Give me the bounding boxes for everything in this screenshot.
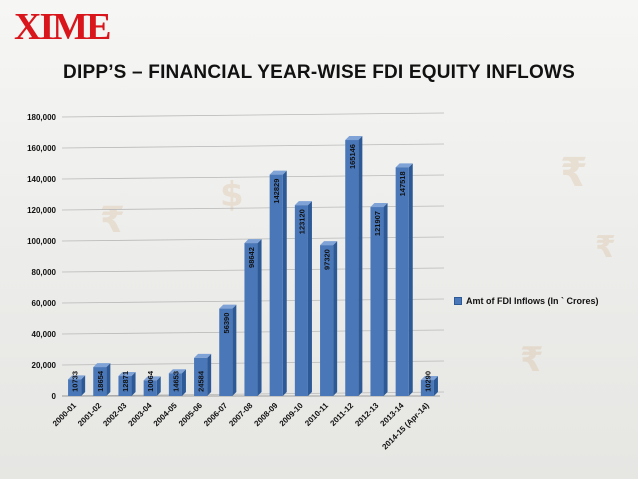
bar-top [68, 375, 86, 380]
x-tick-label: 2006-07 [202, 401, 230, 429]
data-label: 10064 [146, 370, 155, 392]
data-label: 24584 [197, 370, 206, 392]
bar [68, 379, 82, 396]
bar [269, 174, 283, 396]
bar-side [333, 241, 338, 396]
bar-top [420, 376, 438, 381]
bar-side [81, 375, 86, 396]
rupee-watermark-icon: ₹ [560, 150, 588, 196]
x-tick-label: 2001-02 [76, 401, 104, 429]
y-tick-label: 0 [52, 392, 57, 401]
x-tick-label: 2002-03 [101, 401, 129, 429]
bar [395, 167, 409, 396]
legend-swatch [454, 297, 462, 305]
bar [219, 308, 233, 396]
bar-top [219, 304, 237, 309]
data-label: 10290 [423, 371, 432, 392]
bar-top [244, 239, 262, 244]
y-tick-label: 180,000 [27, 113, 56, 122]
bar [370, 207, 384, 396]
bar-top [143, 376, 161, 381]
y-tick-label: 20,000 [32, 361, 57, 370]
y-tick-label: 60,000 [32, 299, 57, 308]
x-tick-label: 2000-01 [51, 401, 79, 429]
xime-logo: XIME [14, 6, 112, 46]
bar-top [168, 369, 186, 374]
x-tick-label: 2004-05 [152, 401, 180, 429]
bar-top [194, 353, 212, 358]
bar-top [345, 136, 363, 141]
page-title: DIPP’S – FINANCIAL YEAR-WISE FDI EQUITY … [63, 62, 575, 83]
data-label: 97320 [323, 249, 332, 270]
bar-side [181, 369, 186, 396]
bar [345, 140, 359, 396]
bar-side [383, 203, 388, 396]
x-tick-label: 2012-13 [353, 401, 381, 429]
bar-side [207, 353, 212, 396]
rupee-watermark-icon: ₹ [100, 200, 126, 241]
bar [118, 376, 132, 396]
bar [143, 380, 157, 396]
bar [93, 367, 107, 396]
bar [420, 380, 434, 396]
bar-top [320, 241, 338, 246]
y-tick-label: 80,000 [32, 268, 57, 277]
rupee-watermark-icon: ₹ [595, 230, 616, 265]
bar [244, 243, 258, 396]
data-label: 123120 [297, 209, 306, 234]
data-label: 18654 [96, 370, 105, 392]
gridline [61, 174, 445, 180]
y-tick-label: 140,000 [27, 175, 56, 184]
bar [320, 245, 334, 396]
dollar-watermark-icon: $ [220, 175, 244, 215]
data-label: 12871 [121, 371, 130, 392]
data-label: 142829 [272, 179, 281, 204]
bar-side [257, 239, 262, 396]
y-tick-label: 160,000 [27, 144, 56, 153]
x-tick-label: 2014-15 (Apr-14) [380, 401, 431, 452]
legend-label: Amt of FDI Inflows (In ` Crores) [466, 296, 599, 306]
x-tick-label: 2008-09 [252, 401, 280, 429]
x-tick-label: 2003-04 [126, 401, 154, 429]
y-tick-label: 120,000 [27, 206, 56, 215]
x-tick-label: 2005-06 [177, 401, 205, 429]
data-label: 14653 [171, 371, 180, 392]
bar-side [358, 136, 363, 397]
x-tick-label: 2010-11 [303, 401, 330, 428]
bar-top [118, 372, 136, 377]
bar [294, 205, 308, 396]
bar-side [106, 363, 111, 396]
data-label: 10733 [71, 371, 80, 392]
logo-text: XIME [14, 6, 110, 46]
rupee-watermark-icon: ₹ [520, 340, 544, 380]
bar-top [93, 363, 111, 368]
data-label: 165146 [348, 144, 357, 169]
bar-side [408, 163, 413, 396]
bar-side [156, 376, 161, 396]
bar-side [131, 372, 136, 396]
data-label: 98642 [247, 247, 256, 268]
chart-legend: Amt of FDI Inflows (In ` Crores) [454, 296, 599, 306]
bar [194, 357, 208, 396]
y-tick-label: 100,000 [27, 237, 56, 246]
bar-side [282, 170, 287, 396]
data-label: 147518 [398, 171, 407, 196]
bar-top [294, 201, 312, 206]
x-tick-label: 2009-10 [278, 401, 306, 429]
data-label: 121907 [373, 211, 382, 236]
y-tick-label: 40,000 [32, 330, 57, 339]
bar-side [433, 376, 438, 396]
bar-top [269, 170, 287, 175]
bar-side [232, 304, 237, 396]
bar-top [370, 203, 388, 208]
bar-side [307, 201, 312, 396]
bar [168, 373, 182, 396]
bar-top [395, 163, 413, 168]
x-tick-label: 2011-12 [328, 401, 355, 428]
gridline [61, 143, 445, 149]
data-label: 56390 [222, 313, 231, 334]
gridline [61, 112, 445, 118]
x-tick-label: 2007-08 [227, 401, 255, 429]
